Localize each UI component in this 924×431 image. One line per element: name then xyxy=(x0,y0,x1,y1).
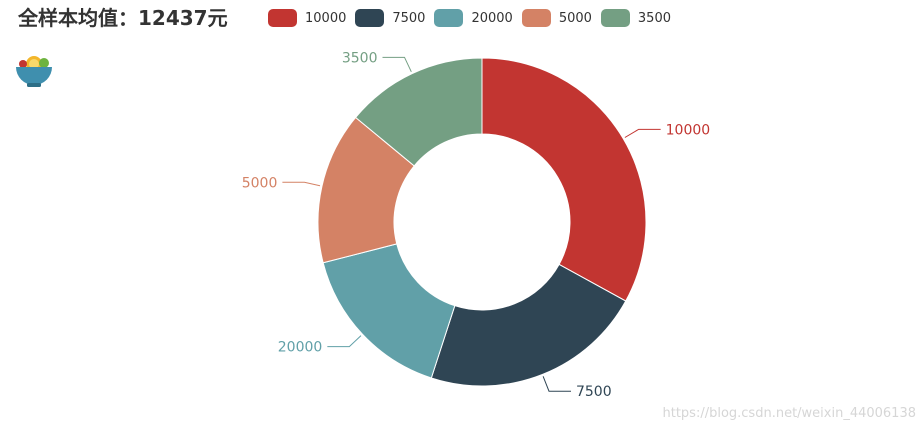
slice-label-10000: 10000 xyxy=(666,122,711,138)
slice-10000[interactable] xyxy=(482,58,646,301)
watermark-text: https://blog.csdn.net/weixin_44006138 xyxy=(662,406,916,421)
label-line-3500 xyxy=(383,57,412,71)
label-line-7500 xyxy=(543,376,571,391)
slice-20000[interactable] xyxy=(323,244,455,378)
slice-label-5000: 5000 xyxy=(242,175,278,191)
label-line-20000 xyxy=(327,336,361,347)
slice-label-20000: 20000 xyxy=(278,340,323,356)
slice-label-3500: 3500 xyxy=(342,50,378,66)
label-line-5000 xyxy=(282,182,320,185)
chart-slices xyxy=(318,58,646,386)
slice-label-7500: 7500 xyxy=(576,384,612,400)
label-line-10000 xyxy=(625,129,661,137)
